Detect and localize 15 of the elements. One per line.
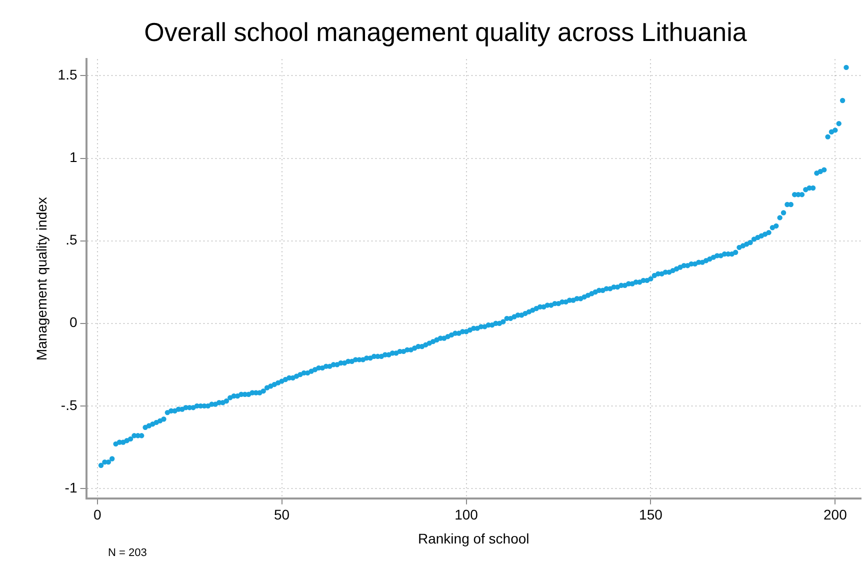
x-tick-label: 100 [454, 506, 478, 523]
y-tick-label: -.5 [60, 396, 78, 413]
chart-title: Overall school management quality across Lithuania [144, 16, 748, 47]
y-tick-label: -1 [64, 479, 78, 496]
x-tick-label: 200 [823, 506, 848, 523]
y-tick-label: 0 [69, 314, 78, 330]
x-tick-label: 50 [274, 506, 290, 523]
text: N = 203 [108, 547, 147, 559]
y-tick-label: 1.5 [58, 66, 78, 83]
y-tick-label: .5 [66, 232, 78, 248]
x-tick-label: 0 [93, 506, 102, 523]
y-axis-title: Management quality index [33, 197, 50, 361]
x-axis-title: Ranking of school [418, 530, 530, 546]
x-tick-label: 150 [639, 506, 663, 523]
y-tick-label: 1 [69, 149, 78, 166]
